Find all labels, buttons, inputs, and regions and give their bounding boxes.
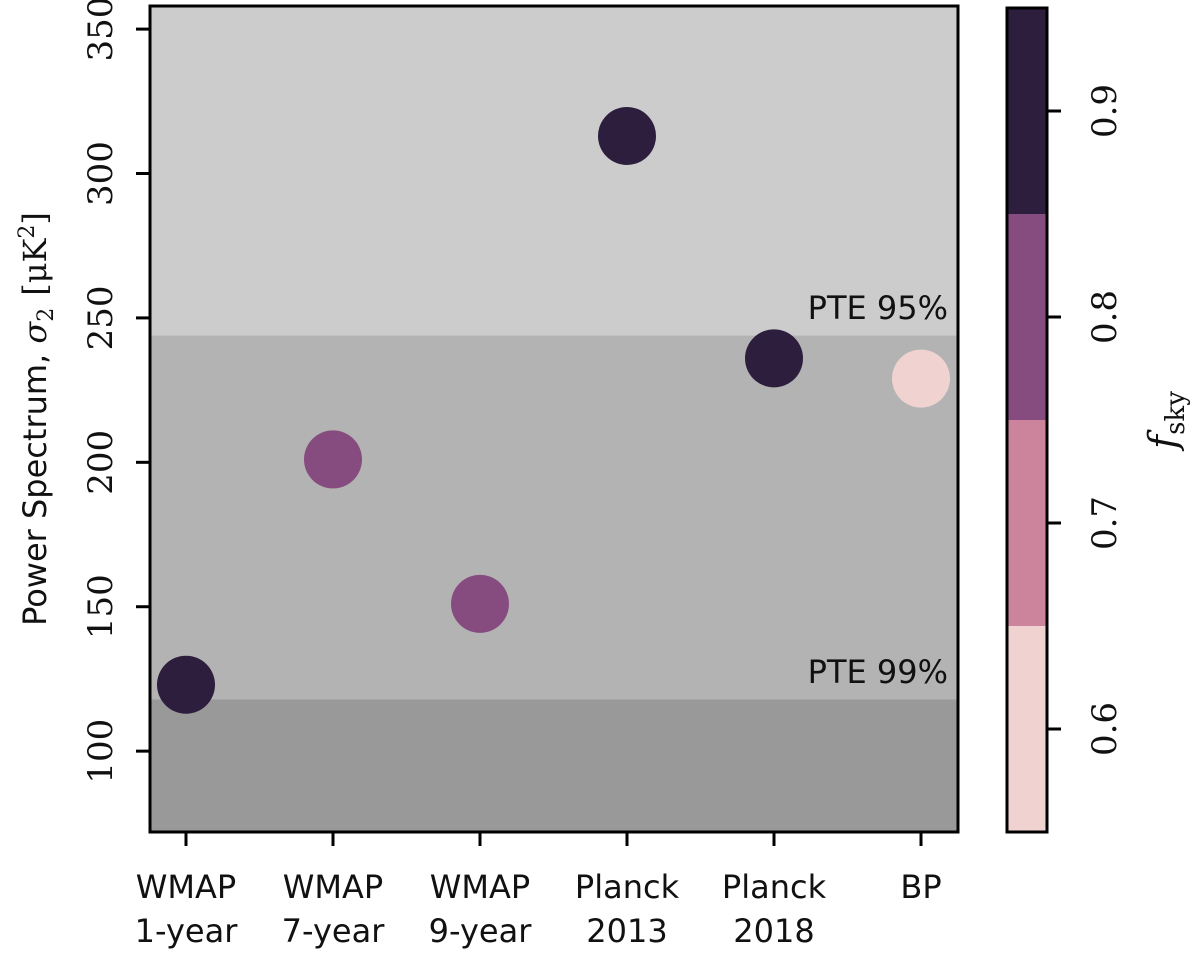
pte-band-2: [150, 6, 958, 336]
colorbar-level-3: [1007, 8, 1047, 214]
colorbar-level-1: [1007, 420, 1047, 626]
colorbar-frame: [1005, 6, 1049, 834]
y-axis-label-symbol: σ: [16, 321, 54, 344]
y-axis-label-unit: [μK: [16, 237, 54, 295]
pte-annotation-0: PTE 95%: [808, 289, 948, 327]
plot-frame: [148, 4, 960, 834]
y-axis: 100 150 200 250 300 350: [81, 0, 150, 784]
pte-annotations: PTE 95% PTE 99%: [808, 289, 948, 691]
colorbar: [1007, 8, 1047, 832]
data-point-5: [892, 349, 950, 408]
y-axis-label-sub: 2: [34, 308, 59, 322]
y-tick-label-4: 300: [81, 141, 121, 206]
pte-bands: [150, 6, 958, 832]
data-point-3: [598, 106, 656, 165]
x-tick-label-3: Planck: [575, 868, 680, 906]
colorbar-tick-label-1: 0.7: [1085, 496, 1125, 550]
y-tick-label-5: 350: [81, 0, 121, 62]
y-axis-label-unit-sup: 2: [15, 225, 40, 239]
x-axis: WMAP 1-year WMAP 7-year WMAP 9-year Planck 2013…: [135, 832, 942, 950]
data-point-4: [745, 329, 803, 388]
colorbar-label: fsky: [1141, 391, 1191, 452]
y-axis-label: Power Spectrum, σ2[μK2]: [15, 212, 59, 626]
pte-annotation-1: PTE 99%: [808, 653, 948, 691]
x-tick-label-5: BP: [900, 868, 941, 906]
x-tick-label-4: Planck: [722, 868, 827, 906]
x-tick-label-0: WMAP: [136, 868, 236, 906]
colorbar-tick-label-0: 0.6: [1085, 702, 1125, 756]
colorbar-tick-label-2: 0.8: [1085, 290, 1125, 344]
data-point-1: [304, 430, 362, 489]
x-tick-label-line2-2: 9-year: [429, 912, 533, 950]
colorbar-level-0: [1007, 626, 1047, 832]
y-tick-label-1: 150: [81, 574, 121, 639]
x-tick-label-1: WMAP: [283, 868, 383, 906]
y-tick-label-3: 250: [81, 285, 121, 350]
y-tick-label-0: 100: [81, 719, 121, 784]
pte-band-1: [150, 335, 958, 700]
colorbar-ticks: 0.6 0.7 0.8 0.9: [1047, 84, 1125, 756]
y-axis-label-unit-close: ]: [16, 212, 54, 224]
colorbar-tick-label-3: 0.9: [1085, 84, 1125, 138]
x-tick-label-2: WMAP: [430, 868, 530, 906]
y-tick-label-2: 200: [81, 430, 121, 495]
data-point-2: [451, 574, 509, 633]
x-tick-label-line2-1: 7-year: [282, 912, 386, 950]
y-axis-label-text: Power Spectrum,: [16, 344, 54, 626]
data-point-0: [157, 655, 215, 714]
x-tick-label-line2-0: 1-year: [135, 912, 239, 950]
colorbar-label-sub: sky: [1161, 391, 1191, 435]
x-tick-label-line2-3: 2013: [586, 912, 667, 950]
colorbar-level-2: [1007, 214, 1047, 420]
x-tick-label-line2-4: 2018: [733, 912, 814, 950]
data-points: [157, 106, 950, 714]
pte-band-0: [150, 699, 958, 832]
